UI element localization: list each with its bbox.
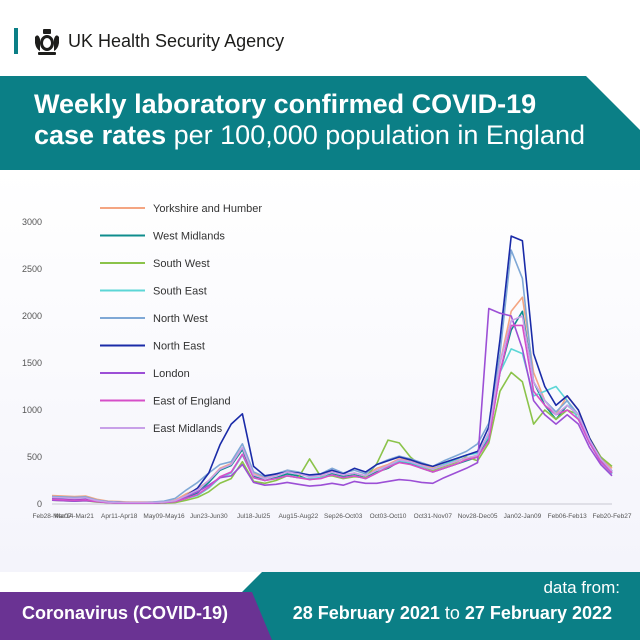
chart-title-line-2: case rates per 100,000 population in Eng…	[34, 119, 585, 151]
x-tick-label: Apr11-Apr18	[101, 513, 138, 520]
chart-area: 0 500 1000 1500 2000 2500 3000 Feb28-Mar07 Mar14…	[0, 170, 640, 572]
x-tick-label: Jun23-Jun30	[190, 513, 228, 520]
legend-label: East of England	[153, 396, 231, 408]
y-tick-label: 0	[37, 499, 42, 509]
legend-label: South East	[153, 286, 207, 298]
legend-label: London	[153, 368, 190, 380]
date-range: 28 February 2021 to 27 February 2022	[293, 603, 612, 624]
chart-title-rest: per 100,000 population in England	[173, 120, 585, 150]
legend-label: North East	[153, 341, 205, 353]
x-tick-label: Mar14-Mar21	[55, 513, 94, 520]
footer-label-band	[0, 592, 272, 640]
royal-crest-icon	[35, 29, 59, 55]
y-tick-label: 2500	[22, 264, 42, 274]
x-tick-label: Nov28-Dec05	[458, 513, 498, 520]
chart-title-line-1: Weekly laboratory confirmed COVID-19	[34, 89, 537, 119]
x-tick-label: Feb28-Mar07	[32, 513, 71, 520]
end-date: 27 February 2022	[464, 603, 612, 623]
y-tick-label: 3000	[22, 217, 42, 227]
header-bar: UK Health Security Agency	[0, 0, 640, 76]
x-tick-label: Jan02-Jan09	[504, 513, 542, 520]
legend-label: East Midlands	[153, 423, 223, 435]
x-tick-label: Aug15-Aug22	[279, 513, 319, 520]
y-tick-label: 500	[27, 452, 42, 462]
title-banner: Weekly laboratory confirmed COVID-19 cas…	[0, 76, 640, 170]
series-line	[51, 315, 613, 504]
x-tick-label: Feb20-Feb27	[592, 513, 631, 520]
line-chart: 0 500 1000 1500 2000 2500 3000 Feb28-Mar07Mar14…	[22, 203, 632, 520]
start-date: 28 February 2021	[292, 603, 440, 623]
footer-label: Coronavirus (COVID-19)	[22, 603, 229, 623]
x-tick-label: May09-May16	[143, 513, 185, 520]
y-tick-label: 1500	[22, 358, 42, 368]
series-line	[51, 235, 613, 504]
agency-name: UK Health Security Agency	[68, 31, 285, 51]
x-tick-label: Sep26-Oct03	[324, 513, 363, 520]
legend-label: South West	[153, 258, 210, 270]
date-range-to: to	[444, 603, 460, 623]
y-tick-label: 1000	[22, 405, 42, 415]
brand-accent-bar	[14, 28, 18, 54]
legend-label: Yorkshire and Humber	[153, 203, 262, 215]
legend-label: North West	[153, 313, 208, 325]
x-tick-label: Oct31-Nov07	[414, 513, 453, 520]
y-tick-label: 2000	[22, 311, 42, 321]
data-from-label: data from:	[543, 578, 620, 597]
chart-title-emphasis: case rates	[34, 120, 167, 150]
x-tick-label: Oct03-Oct10	[370, 513, 407, 520]
x-tick-label: Jul18-Jul25	[237, 513, 271, 520]
x-tick-label: Feb06-Feb13	[548, 513, 587, 520]
legend-label: West Midlands	[153, 231, 225, 243]
